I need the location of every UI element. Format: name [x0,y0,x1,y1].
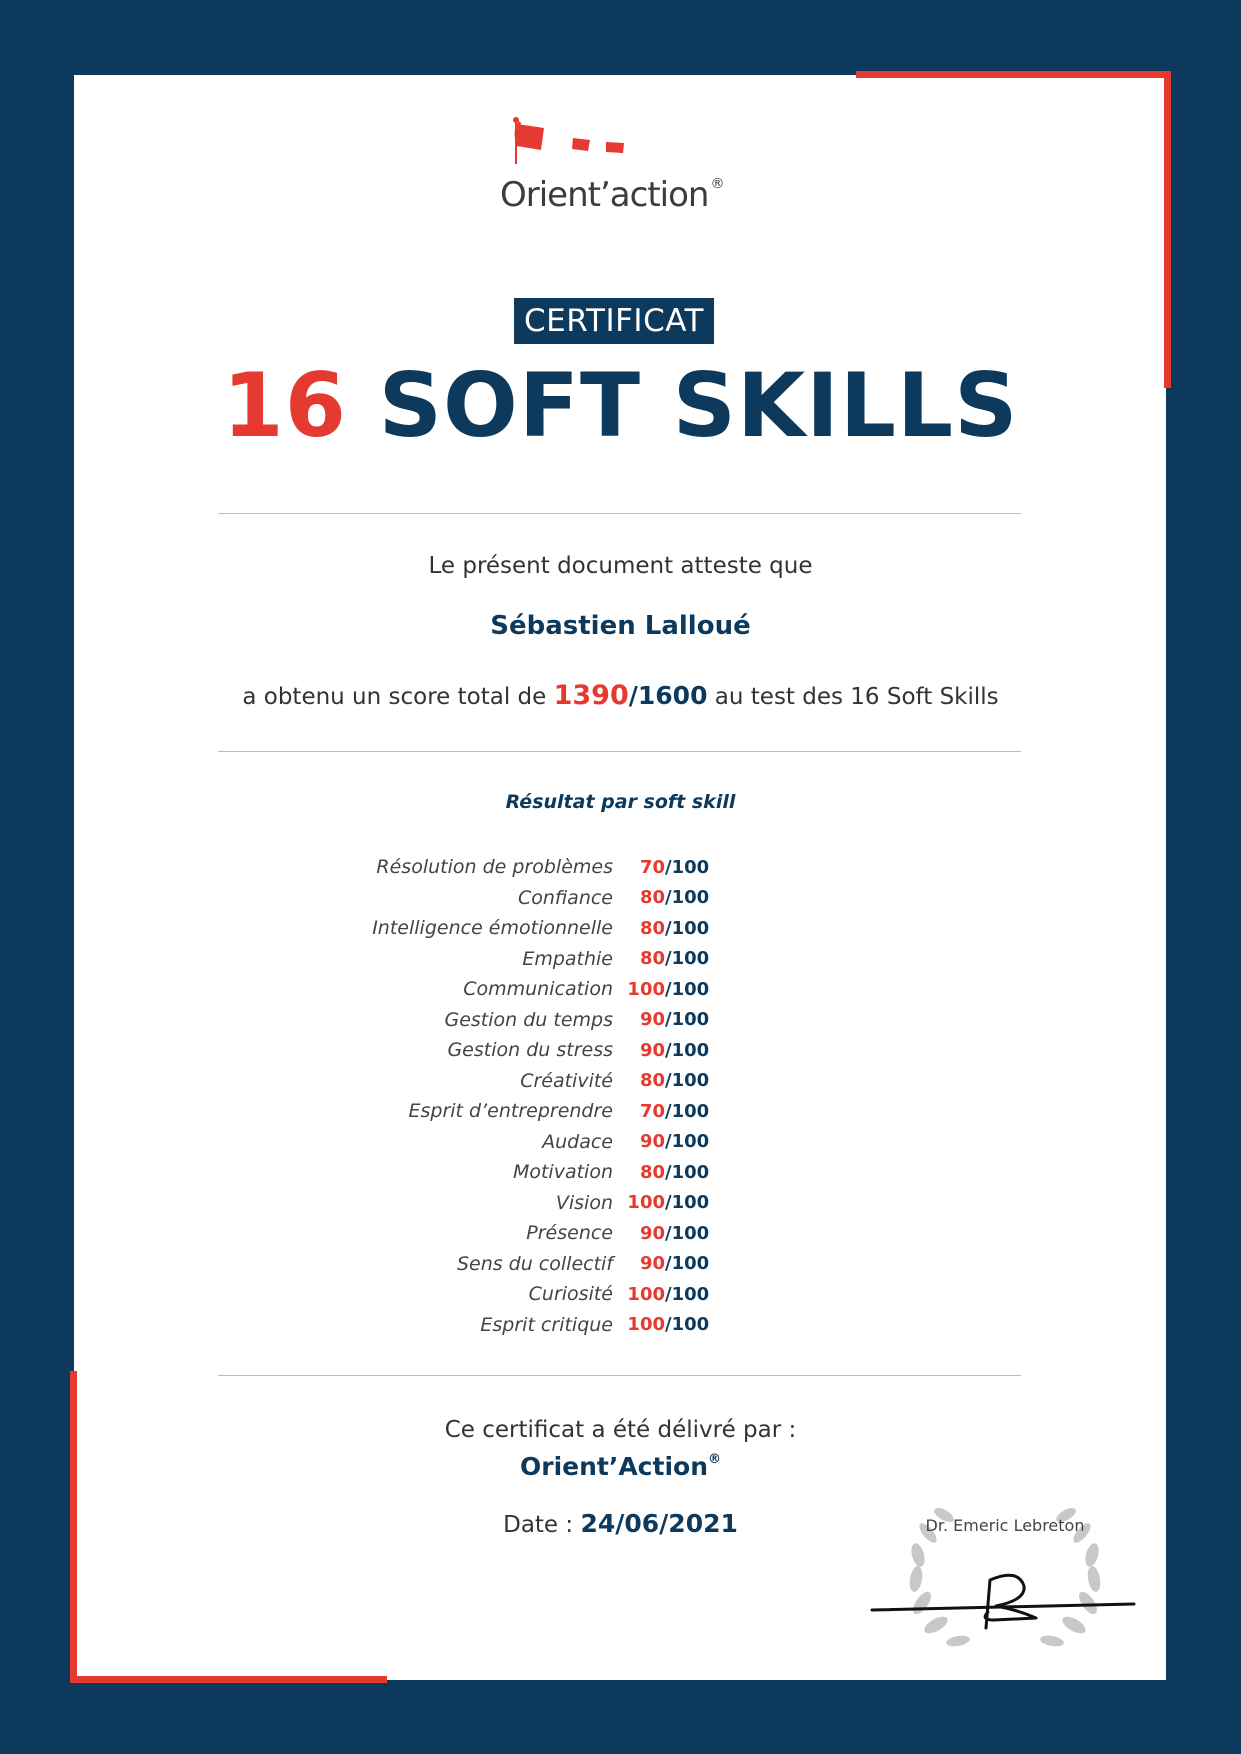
recipient-name: Sébastien Lalloué [490,611,751,641]
skill-name: Empathie [522,947,613,970]
main-title: 16 SOFT SKILLS [0,356,1241,456]
skill-name: Communication [463,978,613,1001]
skill-score: 100 [627,1192,665,1214]
skill-max: /100 [665,1070,710,1092]
skill-name: Confiance [517,886,613,909]
skill-name: Esprit critique [480,1313,613,1336]
skill-name: Gestion du stress [447,1039,613,1062]
skill-score: 90 [639,1009,665,1031]
skill-row: Intelligence émotionnelle 80/100 [300,913,900,944]
skill-max: /100 [665,1222,710,1244]
issuing-organization: Orient’Action® [0,1452,1241,1481]
skill-row: Sens du collectif 90/100 [300,1249,900,1280]
skill-score: 100 [627,1314,665,1336]
skill-max: /100 [665,1314,710,1336]
skill-score: 90 [639,1039,665,1061]
skill-max: /100 [665,1161,710,1183]
delivered-by-label: Ce certificat a été délivré par : [444,1417,797,1443]
skill-max: /100 [665,887,710,909]
skill-max: /100 [665,1009,710,1031]
skill-score: 80 [639,948,665,970]
skill-name: Gestion du temps [444,1008,614,1031]
skill-max: /100 [665,1131,710,1153]
title-number: 16 [222,354,347,457]
skill-max: /100 [665,1192,710,1214]
skill-max: /100 [665,1253,710,1275]
organization-registered-mark: ® [708,1452,721,1467]
skill-row: Communication 100/100 [300,974,900,1005]
skill-score: 80 [639,917,665,939]
skill-max: /100 [665,1100,710,1122]
date-value: 24/06/2021 [580,1509,738,1538]
skill-score: 80 [639,887,665,909]
score-suffix: au test des 16 Soft Skills [714,684,999,710]
skill-score: 70 [639,856,665,878]
skill-name: Motivation [512,1161,613,1184]
skill-name: Intelligence émotionnelle [372,917,613,940]
skill-score: 90 [639,1222,665,1244]
skill-name: Curiosité [528,1283,613,1306]
signer-name: Dr. Emeric Lebreton [925,1516,1085,1535]
skill-row: Esprit critique 100/100 [300,1310,900,1341]
skill-max: /100 [665,917,710,939]
windsock-logo-icon [513,117,624,164]
divider-bottom [218,1375,1021,1376]
score-value: 1390 [553,680,629,711]
skill-row: Créativité 80/100 [300,1066,900,1097]
skill-name: Vision [555,1191,613,1214]
skill-row: Gestion du stress 90/100 [300,1035,900,1066]
skill-score: 80 [639,1070,665,1092]
divider-middle [218,751,1021,752]
handwritten-signature [870,1573,1136,1630]
corner-accent-bottom-left [70,1371,387,1683]
skill-row: Gestion du temps 90/100 [300,1005,900,1036]
logo-registered-mark: ® [710,176,724,192]
logo-name: Orient’action [500,175,709,215]
skill-name: Résolution de problèmes [376,856,613,879]
total-score-line: a obtenu un score total de 1390/1600 au … [0,680,1241,711]
skill-score: 70 [639,1100,665,1122]
skill-max: /100 [665,1039,710,1061]
skill-name: Présence [526,1222,613,1245]
skill-score: 80 [639,1161,665,1183]
skill-row: Motivation 80/100 [300,1157,900,1188]
score-prefix: a obtenu un score total de [242,684,547,710]
date-label: Date : [503,1512,574,1538]
corner-accent-top-right [856,71,1171,388]
skill-score: 100 [627,1283,665,1305]
skill-row: Résolution de problèmes 70/100 [300,852,900,883]
logo-wordmark: Orient’action ® [500,175,740,215]
skill-max: /100 [665,978,710,1000]
skill-row: Empathie 80/100 [300,944,900,975]
skill-score: 90 [639,1131,665,1153]
skill-row: Confiance 80/100 [300,883,900,914]
certificate-label: CERTIFICAT [514,298,714,344]
issue-date-line: Date : 24/06/2021 [0,1509,1241,1538]
skill-name: Sens du collectif [456,1252,613,1275]
score-max: /1600 [628,681,708,710]
skill-max: /100 [665,856,710,878]
results-title: Résultat par soft skill [505,791,736,813]
skill-score: 100 [627,978,665,1000]
skill-row: Audace 90/100 [300,1127,900,1158]
skill-max: /100 [665,1283,710,1305]
title-subject: SOFT SKILLS [378,354,1019,457]
skill-name: Esprit d’entreprendre [408,1100,614,1123]
skill-score: 90 [639,1253,665,1275]
attestation-intro: Le présent document atteste que [428,553,813,579]
organization-name: Orient’Action [519,1452,708,1481]
skill-row: Vision 100/100 [300,1188,900,1219]
skill-row: Présence 90/100 [300,1218,900,1249]
skill-name: Créativité [520,1069,613,1092]
divider-top [218,513,1021,514]
skill-name: Audace [542,1130,613,1153]
skill-row: Esprit d’entreprendre 70/100 [300,1096,900,1127]
skills-results-list: Résolution de problèmes 70/100 Confiance 80… [300,852,900,1340]
skill-row: Curiosité 100/100 [300,1279,900,1310]
skill-max: /100 [665,948,710,970]
